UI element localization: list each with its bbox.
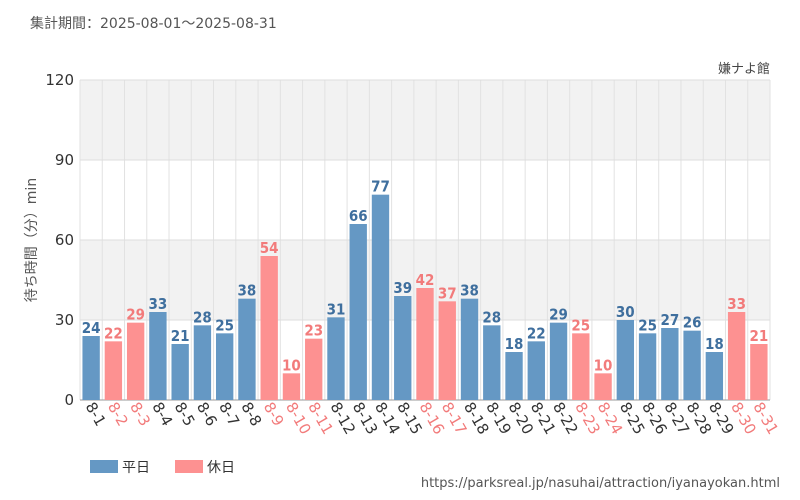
x-tick-label: 8-5 bbox=[171, 399, 199, 429]
data-label: 21 bbox=[171, 327, 190, 345]
bar bbox=[527, 341, 545, 400]
bar bbox=[616, 320, 635, 400]
x-tick-label: 8-8 bbox=[237, 399, 265, 429]
data-label: 22 bbox=[104, 324, 123, 342]
y-axis-ticks: 0 30 60 90 120 bbox=[45, 71, 74, 409]
bar bbox=[305, 338, 323, 400]
plot-band bbox=[80, 80, 770, 160]
data-label: 25 bbox=[571, 316, 590, 334]
x-tick-label: 8-7 bbox=[215, 399, 243, 429]
bar bbox=[594, 373, 612, 400]
data-label: 33 bbox=[727, 295, 746, 313]
data-label: 29 bbox=[126, 306, 145, 324]
legend-holiday-label: 休日 bbox=[207, 460, 235, 476]
x-tick-label: 8-6 bbox=[193, 399, 221, 429]
y-axis-label: 待ち時間（分）min bbox=[24, 178, 40, 302]
bar bbox=[104, 341, 123, 400]
bar bbox=[727, 312, 746, 400]
bar bbox=[282, 373, 301, 400]
bar bbox=[349, 224, 367, 400]
bar bbox=[661, 328, 679, 400]
bar bbox=[572, 333, 590, 400]
bar bbox=[683, 330, 701, 400]
bar bbox=[750, 344, 768, 400]
bar bbox=[438, 301, 456, 400]
bar bbox=[193, 325, 212, 400]
bar bbox=[149, 312, 167, 400]
bar bbox=[705, 352, 724, 400]
data-label: 25 bbox=[215, 316, 234, 334]
bar bbox=[549, 322, 568, 400]
bar bbox=[416, 288, 434, 400]
data-label: 10 bbox=[594, 356, 613, 374]
plot-band bbox=[80, 160, 770, 240]
bar bbox=[238, 298, 256, 400]
data-label: 31 bbox=[327, 300, 346, 318]
data-label: 38 bbox=[238, 282, 257, 300]
bar bbox=[394, 296, 412, 400]
bar bbox=[126, 322, 145, 400]
bar bbox=[638, 333, 657, 400]
bar bbox=[371, 194, 390, 400]
y-tick-label: 30 bbox=[55, 311, 74, 329]
data-label: 38 bbox=[460, 282, 479, 300]
legend-weekday-label: 平日 bbox=[122, 460, 150, 476]
data-label: 66 bbox=[349, 207, 368, 225]
data-label: 77 bbox=[371, 178, 390, 196]
data-label: 28 bbox=[193, 308, 212, 326]
data-label: 18 bbox=[505, 335, 524, 353]
attraction-name: 嫌ナよ館 bbox=[718, 62, 770, 77]
x-tick-label: 8-2 bbox=[104, 399, 132, 429]
data-label: 18 bbox=[705, 335, 724, 353]
data-label: 26 bbox=[683, 314, 702, 332]
source-link[interactable]: https://parksreal.jp/nasuhai/attraction/… bbox=[421, 476, 780, 491]
bar bbox=[460, 298, 479, 400]
y-tick-label: 60 bbox=[55, 231, 74, 249]
bar bbox=[215, 333, 234, 400]
data-label: 29 bbox=[549, 306, 568, 324]
y-tick-label: 90 bbox=[55, 151, 74, 169]
data-label: 24 bbox=[82, 319, 101, 337]
data-label: 22 bbox=[527, 324, 546, 342]
bar bbox=[483, 325, 501, 400]
x-tick-label: 8-1 bbox=[82, 399, 110, 429]
bar bbox=[82, 336, 100, 400]
x-tick-label: 8-3 bbox=[126, 399, 154, 429]
data-label: 37 bbox=[438, 284, 457, 302]
bars bbox=[82, 194, 768, 400]
data-label: 42 bbox=[416, 271, 435, 289]
data-label: 28 bbox=[482, 308, 501, 326]
bar bbox=[505, 352, 523, 400]
bar bbox=[171, 344, 189, 400]
data-label: 21 bbox=[749, 327, 768, 345]
x-tick-label: 8-9 bbox=[260, 399, 288, 429]
legend: 平日 休日 bbox=[90, 460, 235, 476]
y-tick-label: 120 bbox=[45, 71, 74, 89]
x-axis-ticks: 8-18-28-38-48-58-68-78-88-98-108-118-128… bbox=[82, 399, 782, 437]
data-label: 27 bbox=[660, 311, 679, 329]
y-tick-label: 0 bbox=[64, 391, 74, 409]
data-label: 33 bbox=[149, 295, 168, 313]
bar bbox=[260, 256, 278, 400]
data-label: 25 bbox=[638, 316, 657, 334]
data-label: 10 bbox=[282, 356, 301, 374]
data-label: 54 bbox=[260, 239, 279, 257]
data-label: 39 bbox=[393, 279, 412, 297]
legend-weekday-swatch bbox=[90, 460, 118, 473]
bar bbox=[327, 317, 345, 400]
legend-holiday-swatch bbox=[175, 460, 203, 473]
x-tick-label: 8-4 bbox=[148, 399, 176, 429]
data-label: 30 bbox=[616, 303, 635, 321]
period-label: 集計期間：2025-08-01～2025-08-31 bbox=[30, 15, 277, 32]
data-label: 23 bbox=[304, 322, 323, 340]
